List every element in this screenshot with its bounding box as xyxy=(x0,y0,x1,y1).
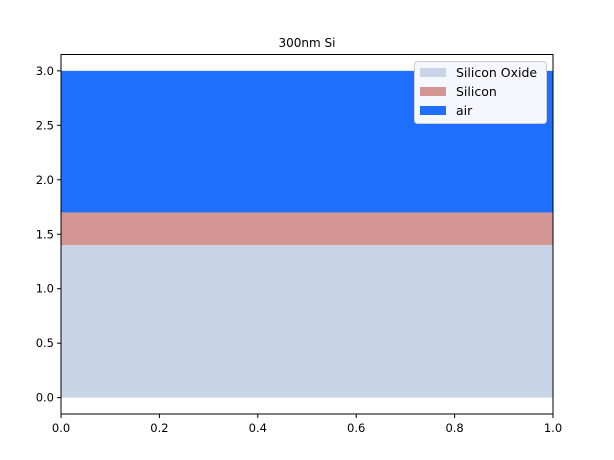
y-tick-label: 0.0 xyxy=(36,391,54,405)
x-tick-label: 0.6 xyxy=(347,421,365,435)
y-tick-label: 2.0 xyxy=(36,173,54,187)
y-tick-label: 2.5 xyxy=(36,118,54,132)
legend-swatch xyxy=(420,106,446,115)
y-tick-label: 0.5 xyxy=(36,336,54,350)
x-tick-label: 0.8 xyxy=(445,421,463,435)
y-tick-label: 1.5 xyxy=(36,227,54,241)
legend-box xyxy=(414,61,547,124)
legend-swatch xyxy=(420,87,446,96)
x-tick-label: 1.0 xyxy=(544,421,562,435)
y-tick-label: 1.0 xyxy=(36,282,54,296)
legend-swatch xyxy=(420,68,446,77)
x-tick-label: 0.0 xyxy=(52,421,70,435)
legend-label: air xyxy=(456,103,473,118)
legend-label: Silicon Oxide xyxy=(456,65,537,80)
layer-silicon xyxy=(61,212,553,246)
legend-label: Silicon xyxy=(456,84,497,99)
y-tick-label: 3.0 xyxy=(36,64,54,78)
x-tick-label: 0.4 xyxy=(249,421,267,435)
x-tick-label: 0.2 xyxy=(150,421,168,435)
chart-title: 300nm Si xyxy=(279,36,336,50)
layer-silicon-oxide xyxy=(61,245,553,398)
legend: Silicon Oxide Silicon air xyxy=(414,61,547,124)
